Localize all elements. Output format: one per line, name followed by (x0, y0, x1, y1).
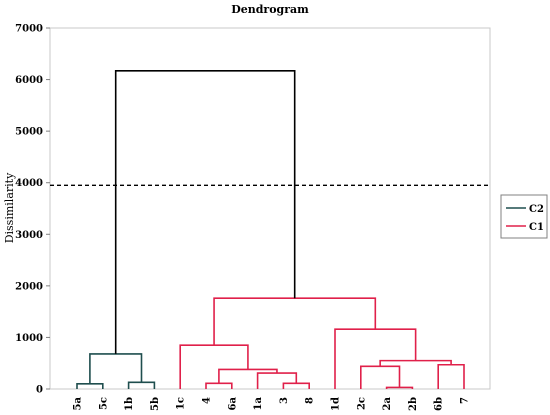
y-tick-label: 6000 (15, 75, 43, 86)
dendrogram-link-c1 (379, 359, 452, 367)
chart-title: Dendrogram (231, 3, 309, 16)
leaf-label: 1a (253, 396, 264, 410)
y-tick-label: 1000 (15, 333, 43, 344)
leaf-label: 1b (124, 397, 135, 411)
dendrogram-link-c1 (360, 365, 401, 389)
leaf-label: 8 (305, 397, 316, 404)
leaf-label: 2c (356, 397, 367, 410)
leaf-label: 1d (331, 397, 342, 411)
y-tick-label: 2000 (15, 281, 43, 292)
leaf-label: 7 (460, 397, 471, 404)
y-axis-ticks: 0 1000 2000 3000 4000 5000 6000 7000 (15, 24, 50, 396)
leaf-label: 2a (382, 396, 393, 410)
legend: C2 C1 (500, 194, 548, 239)
y-tick-label: 0 (36, 385, 43, 396)
y-tick-label: 4000 (15, 178, 43, 189)
leaf-label: 1c (176, 397, 187, 410)
dendrogram-link-c1 (218, 368, 278, 384)
leaf-label: 5b (150, 397, 161, 411)
leaf-label: 3 (279, 397, 290, 404)
leaf-label: 5a (73, 396, 84, 410)
y-axis-label: Dissimilarity (3, 172, 16, 243)
leaf-labels: 5a 5c 1b 5b 1c 4 6a 1a 3 8 1d 2c 2a 2b 6b 7 (73, 396, 471, 410)
leaf-label: 5c (98, 397, 109, 410)
leaf-label: 6b (434, 397, 445, 411)
dendrogram-links (76, 70, 465, 389)
y-tick-label: 7000 (15, 24, 43, 35)
leaf-label: 2b (408, 397, 419, 411)
legend-label-c1: C1 (529, 222, 544, 233)
plot-area (49, 27, 491, 390)
y-tick-label: 3000 (15, 230, 43, 241)
leaf-label: 4 (202, 397, 213, 404)
leaf-label: 6a (227, 396, 238, 410)
legend-box (500, 194, 548, 239)
dendrogram-link-root (114, 70, 296, 354)
dendrogram-link-c1 (256, 372, 298, 389)
y-tick-label: 5000 (15, 127, 43, 138)
dendrogram-link-c2 (76, 383, 104, 389)
dendrogram-link-c2 (127, 381, 156, 389)
legend-label-c2: C2 (529, 204, 544, 215)
dendrogram-link-c1 (385, 386, 414, 389)
